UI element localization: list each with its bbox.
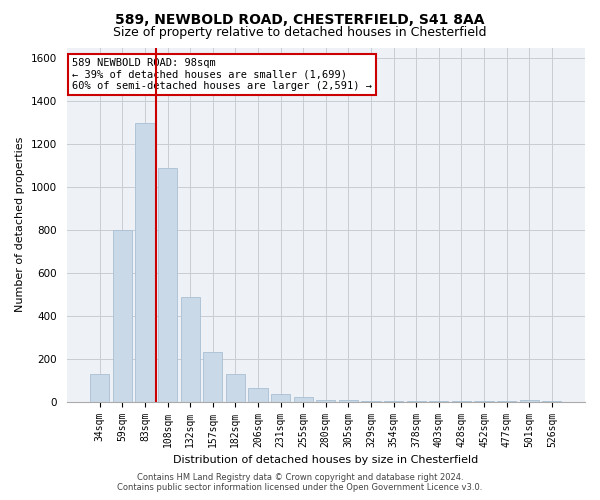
Bar — [520, 400, 539, 402]
Bar — [316, 400, 335, 402]
Bar — [113, 230, 132, 402]
Y-axis label: Number of detached properties: Number of detached properties — [15, 137, 25, 312]
Bar — [90, 374, 109, 402]
Bar — [158, 168, 177, 402]
Text: 589 NEWBOLD ROAD: 98sqm
← 39% of detached houses are smaller (1,699)
60% of semi: 589 NEWBOLD ROAD: 98sqm ← 39% of detache… — [72, 58, 372, 92]
Bar — [203, 352, 223, 402]
Text: 589, NEWBOLD ROAD, CHESTERFIELD, S41 8AA: 589, NEWBOLD ROAD, CHESTERFIELD, S41 8AA — [115, 12, 485, 26]
Bar — [293, 398, 313, 402]
Bar — [384, 401, 403, 402]
Bar — [339, 400, 358, 402]
Bar — [248, 388, 268, 402]
Bar — [361, 400, 380, 402]
Bar — [407, 401, 426, 402]
Text: Contains HM Land Registry data © Crown copyright and database right 2024.
Contai: Contains HM Land Registry data © Crown c… — [118, 473, 482, 492]
Text: Size of property relative to detached houses in Chesterfield: Size of property relative to detached ho… — [113, 26, 487, 39]
Bar — [181, 296, 200, 402]
Bar — [226, 374, 245, 402]
X-axis label: Distribution of detached houses by size in Chesterfield: Distribution of detached houses by size … — [173, 455, 478, 465]
Bar — [136, 122, 155, 402]
Bar — [271, 394, 290, 402]
